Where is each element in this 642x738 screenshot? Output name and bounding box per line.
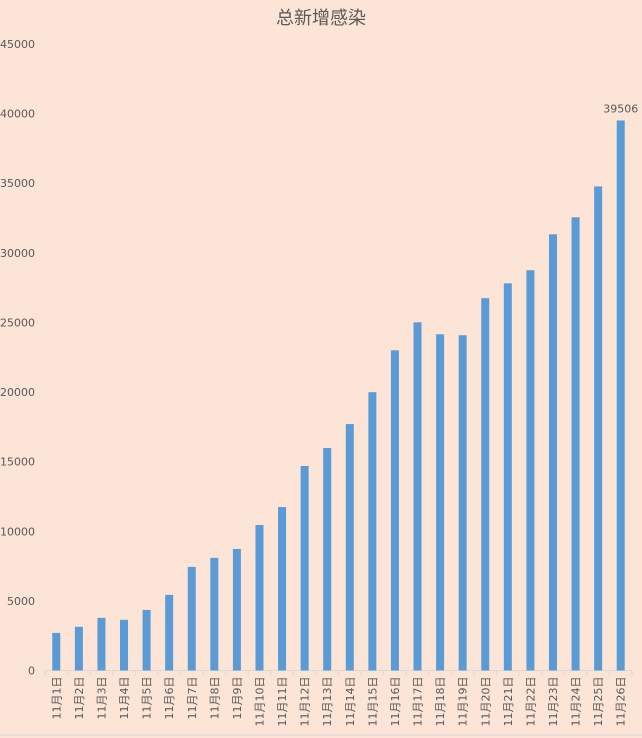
x-tick-label: 11月6日	[163, 677, 176, 720]
bar	[278, 507, 287, 671]
x-tick-label: 11月11日	[276, 677, 289, 727]
x-tick-label: 11月16日	[389, 677, 402, 727]
x-tick-label: 11月19日	[457, 677, 470, 727]
bar	[571, 217, 580, 671]
bar	[481, 298, 490, 671]
y-tick-label: 35000	[0, 177, 35, 190]
x-tick-label: 11月23日	[547, 677, 560, 727]
bar	[368, 392, 377, 671]
x-tick-label: 11月8日	[208, 677, 221, 720]
bar	[142, 609, 151, 671]
x-tick-label: 11月13日	[321, 677, 334, 727]
x-tick-label: 11月10日	[253, 677, 266, 727]
y-tick-label: 5000	[7, 595, 35, 608]
x-tick-label: 11月25日	[592, 677, 605, 727]
x-tick-label: 11月24日	[570, 677, 583, 727]
y-tick-label: 45000	[0, 38, 35, 51]
x-tick-label: 11月18日	[434, 677, 447, 727]
x-tick-label: 11月12日	[299, 677, 312, 727]
bar	[594, 186, 603, 671]
bar	[436, 334, 445, 671]
bar	[120, 619, 129, 671]
bar	[187, 566, 196, 671]
bar	[210, 557, 219, 671]
bar	[458, 335, 467, 671]
bar	[165, 594, 174, 671]
bar	[74, 626, 83, 671]
x-tick-label: 11月7日	[186, 677, 199, 720]
bar	[616, 120, 625, 671]
bar	[255, 525, 264, 671]
bar	[548, 234, 557, 671]
x-tick-label: 11月15日	[366, 677, 379, 727]
x-tick-label: 11月2日	[73, 677, 86, 720]
x-tick-label: 11月21日	[502, 677, 515, 727]
y-tick-label: 30000	[0, 247, 35, 260]
x-tick-label: 11月9日	[231, 677, 244, 720]
y-tick-label: 10000	[0, 525, 35, 538]
chart-title: 总新增感染	[276, 8, 366, 29]
x-tick-label: 11月22日	[524, 677, 537, 727]
bar	[413, 322, 422, 671]
bar	[503, 283, 512, 671]
x-tick-label: 11月14日	[344, 677, 357, 727]
x-tick-label: 11月26日	[615, 677, 628, 727]
bar	[390, 350, 399, 671]
x-tick-label: 11月5日	[141, 677, 154, 720]
y-tick-label: 40000	[0, 108, 35, 121]
x-tick-label: 11月4日	[118, 677, 131, 720]
y-tick-label: 15000	[0, 456, 35, 469]
y-tick-label: 0	[28, 665, 35, 678]
y-tick-label: 20000	[0, 386, 35, 399]
bar	[97, 617, 106, 671]
bar	[526, 270, 535, 671]
bar	[232, 548, 241, 671]
x-tick-label: 11月17日	[412, 677, 425, 727]
x-tick-label: 11月3日	[95, 677, 108, 720]
bar	[52, 632, 61, 671]
bar	[345, 424, 354, 671]
data-label: 39506	[603, 102, 638, 115]
x-tick-label: 11月1日	[50, 677, 63, 720]
x-tick-label: 11月20日	[479, 677, 492, 727]
y-tick-label: 25000	[0, 316, 35, 329]
bar	[300, 465, 309, 671]
bar	[323, 448, 332, 671]
